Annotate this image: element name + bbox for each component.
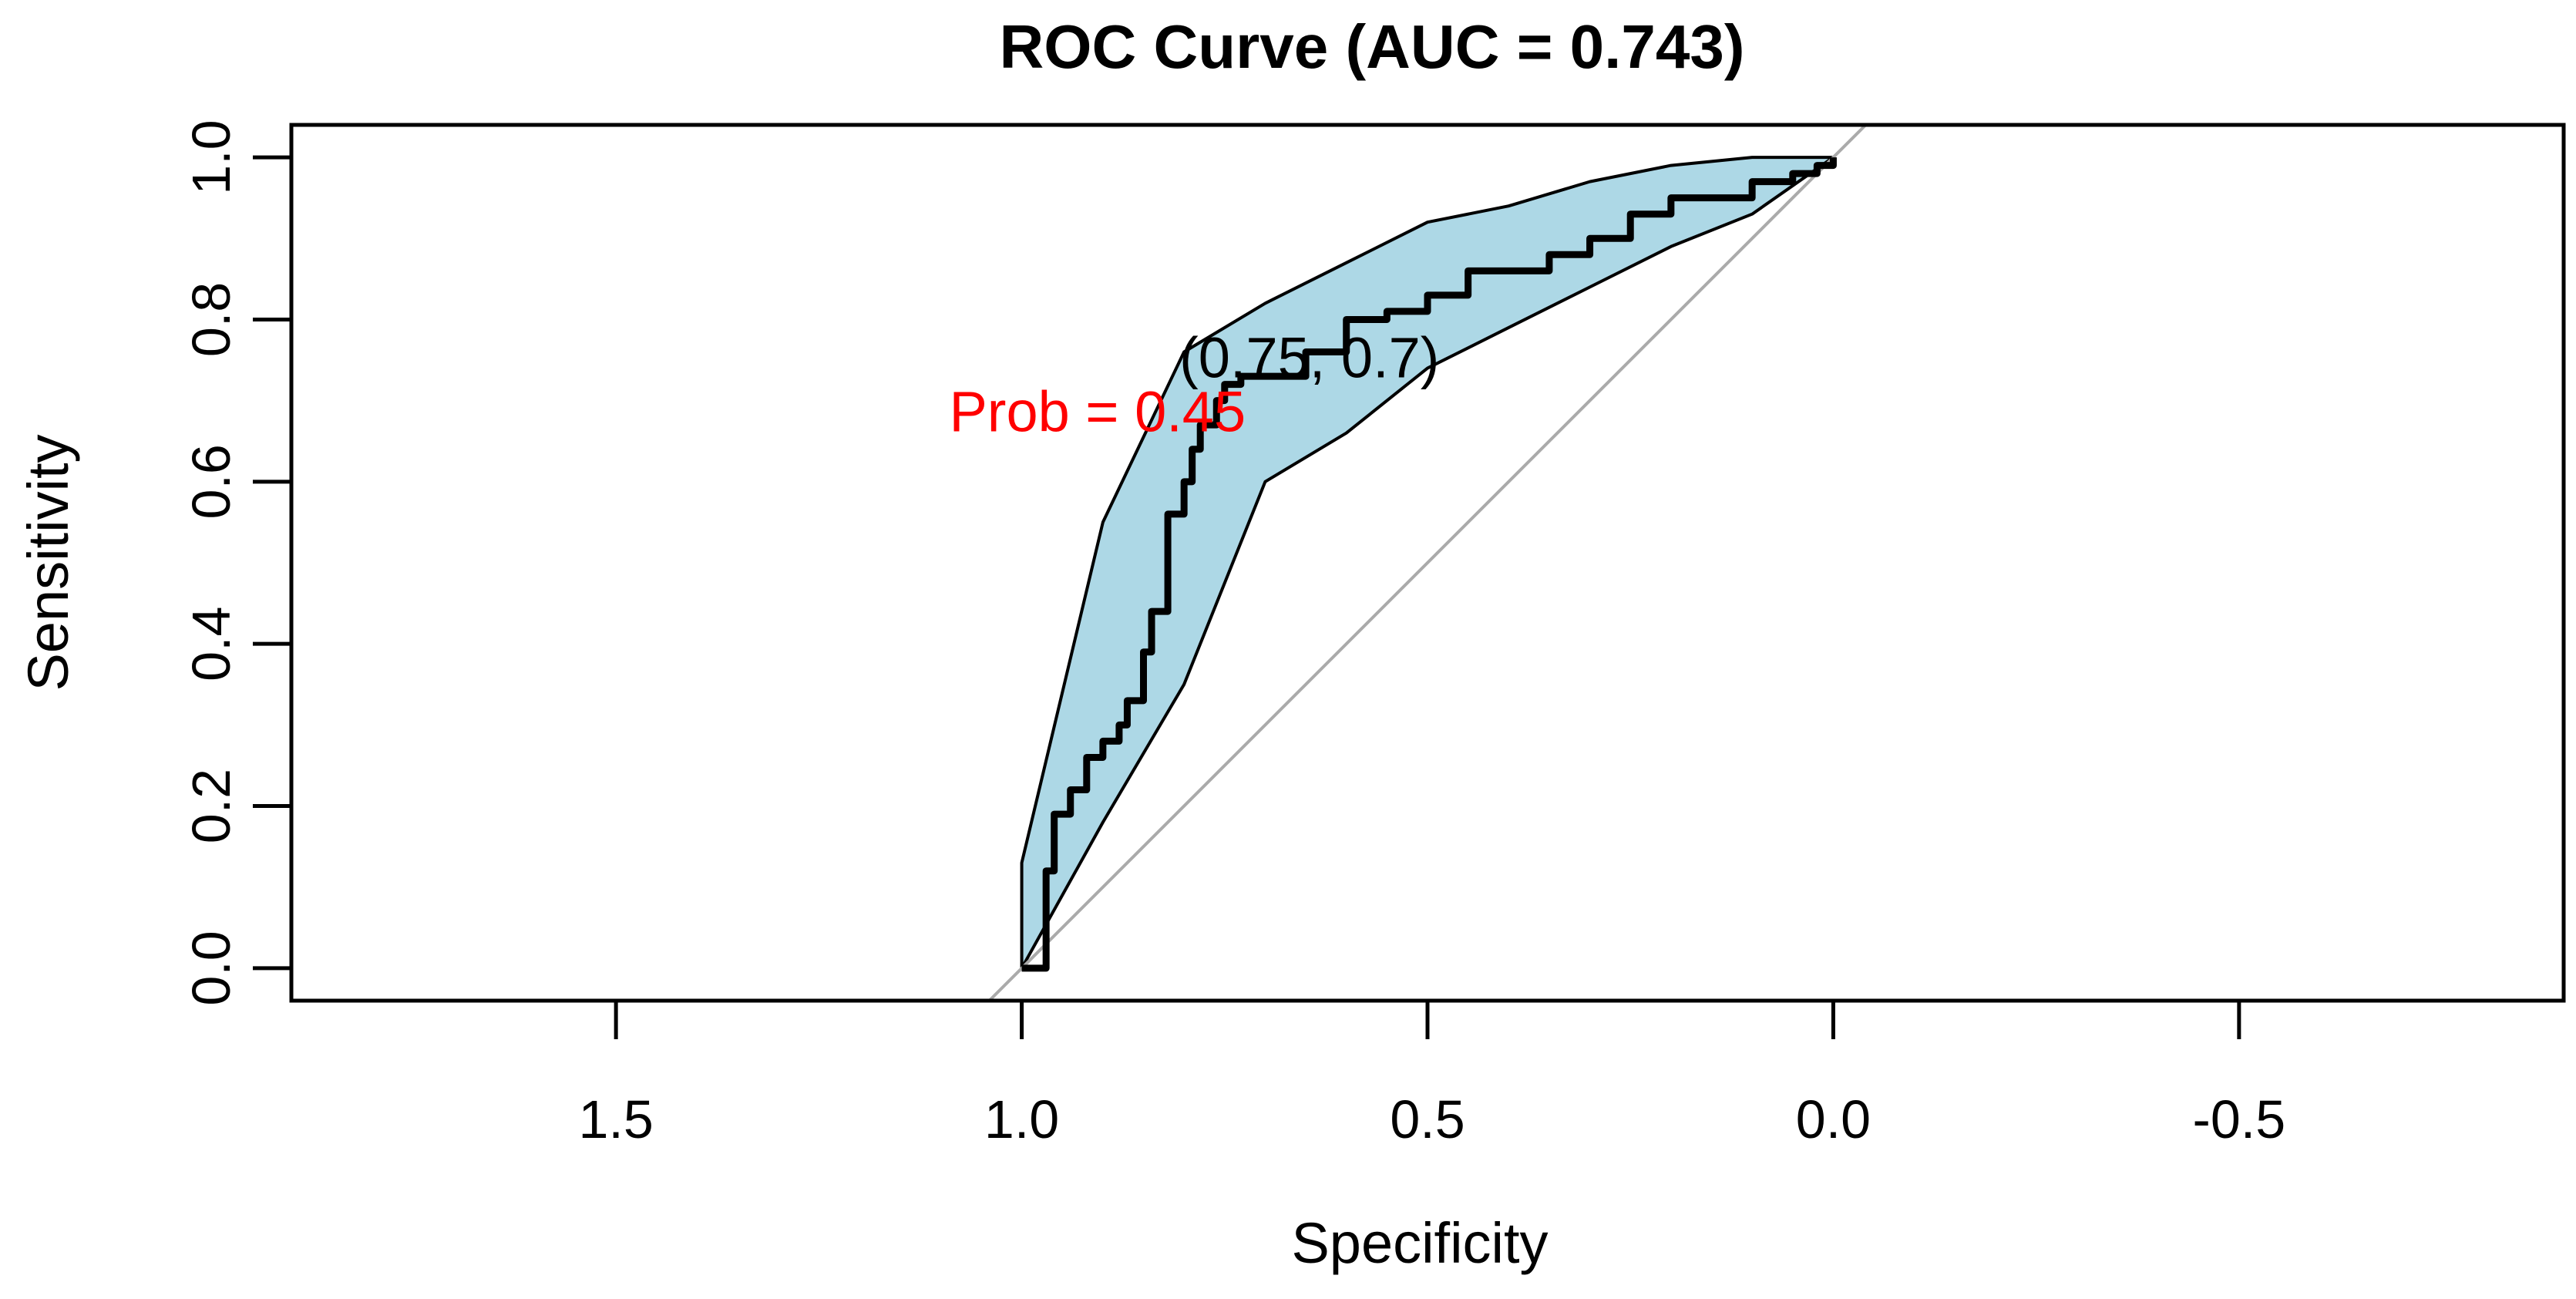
ci-band xyxy=(1020,156,1835,970)
y-tick-label: 0.2 xyxy=(181,769,241,843)
y-tick-label: 0.0 xyxy=(181,931,241,1005)
y-tick-label: 1.0 xyxy=(181,119,241,194)
y-axis-label: Sensitivity xyxy=(16,434,80,691)
chart-title: ROC Curve (AUC = 0.743) xyxy=(1000,12,1745,81)
y-tick-label: 0.8 xyxy=(181,282,241,357)
roc-curve-line-roc xyxy=(1021,157,1837,972)
y-axis: 0.0 0.2 0.4 0.6 0.8 1.0 xyxy=(181,119,294,1006)
diagonal-layer xyxy=(988,123,1867,1002)
x-tick-label: 0.5 xyxy=(1390,1089,1465,1149)
x-tick-label: -0.5 xyxy=(2193,1089,2286,1149)
x-axis-label: Specificity xyxy=(1291,1211,1548,1275)
y-tick-label: 0.6 xyxy=(181,444,241,519)
threshold-point-label: (0.75, 0.7) xyxy=(1179,326,1439,390)
x-axis: 1.5 1.0 0.5 0.0 -0.5 xyxy=(578,998,2286,1149)
x-tick-label: 1.0 xyxy=(984,1089,1059,1149)
x-tick-label: 1.5 xyxy=(578,1089,653,1149)
ci-band-layer xyxy=(1020,156,1835,970)
diagonal-reference-line xyxy=(988,123,1867,1002)
threshold-prob-label: Prob = 0.45 xyxy=(949,380,1246,444)
x-tick-label: 0.0 xyxy=(1796,1089,1871,1149)
roc-curve-layer xyxy=(1021,157,1837,972)
y-tick-label: 0.4 xyxy=(181,607,241,681)
